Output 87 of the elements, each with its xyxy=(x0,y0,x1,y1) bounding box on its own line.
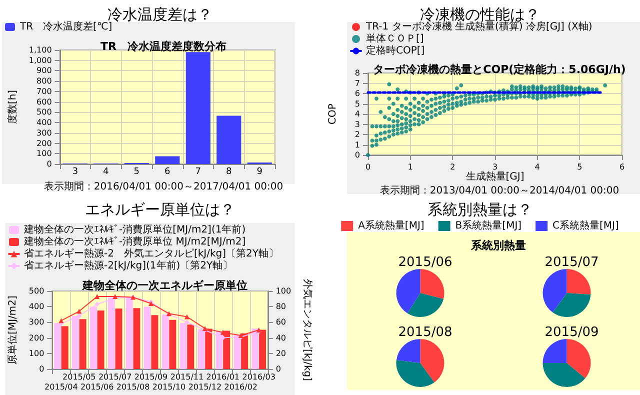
y-tick-label: 700 xyxy=(36,86,52,96)
legend-label: TR 冷水温度差[℃] xyxy=(19,20,112,32)
y-tick-label: 0 xyxy=(39,364,44,374)
x-tick-label: 5 xyxy=(577,162,582,172)
y-tick-label: 500 xyxy=(36,108,52,117)
text: 表示期間：2016/04/01 00:00～2017/04/01 00:00 xyxy=(44,180,284,192)
text: 系統別熱量 xyxy=(470,239,526,252)
legend-label: 定格時COP[] xyxy=(366,44,425,56)
y-tick-label: 1,000 xyxy=(28,56,52,65)
legend-label: 建物全体の一次ｴﾈﾙｷﾞ-消費原単位[MJ/m2](1年前) xyxy=(23,224,246,236)
x-tick-label: 9 xyxy=(256,167,263,177)
y-tick-label: 7 xyxy=(354,78,360,88)
x-tick-label: 2016/03 xyxy=(242,372,276,382)
y2-tick-label: 40 xyxy=(276,333,286,342)
y-tick-label: 4 xyxy=(354,110,360,118)
x-tick-label: 2016/02 xyxy=(224,382,258,392)
x-tick-label: 3 xyxy=(72,167,78,177)
y-tick-label: 1,100 xyxy=(28,46,52,54)
x-tick-label: 4 xyxy=(103,167,110,177)
chart-title: エネルギー原単位は？ xyxy=(85,200,235,218)
y-tick-label: 300 xyxy=(36,128,52,138)
x-tick-label: 8 xyxy=(226,167,232,177)
y-tick-label: 3 xyxy=(354,120,360,129)
y-tick-label: 0 xyxy=(354,150,360,160)
y2-tick-label: 0 xyxy=(276,364,281,374)
y-axis-title: 度数[h] xyxy=(6,90,18,124)
y2-tick-label: 80 xyxy=(276,302,286,312)
legend-label: TR-1 ターボ冷凍機 生成熱量(積算) 冷房[GJ] (X軸) xyxy=(365,20,592,32)
x-tick-label: 2015/09 xyxy=(134,372,168,382)
y2-axis-title: 外気エンタルピ[kJ/kg] xyxy=(302,278,312,382)
y-tick-label: 400 xyxy=(36,118,52,128)
x-tick-label: 6 xyxy=(164,167,171,177)
y-tick-label: 8 xyxy=(354,68,360,78)
legend-label: B系統熱量[MJ] xyxy=(455,220,522,232)
x-tick-label: 2015/11 xyxy=(170,372,204,382)
x-tick-label: 6 xyxy=(619,162,625,172)
x-tick-label: 3 xyxy=(492,162,498,172)
y-tick-label: 2 xyxy=(354,130,360,139)
y2-tick-label: 20 xyxy=(276,348,286,358)
y-tick-label: 500 xyxy=(28,286,44,296)
y-tick-label: 100 xyxy=(36,149,52,158)
x-tick-label: 2015/10 xyxy=(152,382,186,392)
legend-label: 建物全体の一次ｴﾈﾙｷﾞ-消費原単位 MJ/m2[MJ/m2] xyxy=(23,236,246,248)
x-tick-label: 2015/04 xyxy=(44,382,78,392)
x-tick-label: 2015/08 xyxy=(116,382,150,392)
legend-label: C系統熱量[MJ] xyxy=(552,220,620,232)
y-tick-label: 800 xyxy=(36,76,52,86)
legend-label: 省エネルギー熱源-2[kJ/kg](1年前)〔第2Y軸〕 xyxy=(24,260,233,272)
x-tick-label: 4 xyxy=(534,162,540,172)
slice-label: 2015/06 xyxy=(398,255,452,270)
x-axis-title: 生成熱量[GJ] xyxy=(466,170,524,182)
chart-subtitle: 建物全体の一次エネルギー原単位 xyxy=(82,279,248,292)
y-tick-label: 200 xyxy=(28,333,44,342)
y-tick-label: 6 xyxy=(354,89,360,98)
y-axis-title: COP xyxy=(328,104,338,124)
x-tick-label: 2015/06 xyxy=(80,382,114,392)
y-tick-label: 1 xyxy=(354,140,360,150)
x-tick-label: 0 xyxy=(365,162,371,172)
y-tick-label: 100 xyxy=(28,348,44,358)
y-tick-label: 600 xyxy=(36,97,52,106)
chart-title: 冷水温度差は？ xyxy=(108,6,212,24)
x-tick-label: 2015/07 xyxy=(98,372,132,382)
legend-label: A系統熱量[MJ] xyxy=(358,220,424,232)
legend-label: 単体ＣＯＰ[] xyxy=(366,32,424,44)
y-tick-label: 900 xyxy=(36,66,52,76)
slice-label: 2015/08 xyxy=(398,325,452,340)
x-tick-label: 2 xyxy=(450,162,456,172)
x-tick-label: 2015/05 xyxy=(62,372,96,382)
y-tick-label: 400 xyxy=(28,302,44,312)
chart-title: 系統別熱量は？ xyxy=(428,200,532,218)
x-tick-label: 1 xyxy=(408,162,413,172)
chart-subtitle: ターボ冷凍機の熱量とCOP(定格能力：5.06GJ/h) xyxy=(373,63,626,76)
y2-tick-label: 60 xyxy=(276,318,286,327)
x-tick-label: 5 xyxy=(134,167,140,177)
y-tick-label: 200 xyxy=(36,138,52,148)
legend-label: 省エネルギー熱源-2 外気エンタルピ[kJ/kg]〔第2Y軸〕 xyxy=(24,248,278,260)
y-tick-label: 300 xyxy=(28,318,44,327)
x-tick-label: 2016/01 xyxy=(206,372,240,382)
y-axis-title: 原単位[MJ/m2] xyxy=(6,295,18,364)
y-tick-label: 5 xyxy=(354,99,360,108)
y2-tick-label: 100 xyxy=(276,286,292,296)
x-tick-label: 2015/12 xyxy=(188,382,222,392)
slice-label: 2015/07 xyxy=(544,255,599,270)
x-tick-label: 7 xyxy=(195,167,202,177)
slice-label: 2015/09 xyxy=(544,325,599,340)
text: 表示期間：2013/04/01 00:00～2014/04/01 00:00 xyxy=(380,184,620,196)
chart-subtitle: TR 冷水温度差度数分布 xyxy=(100,40,226,53)
